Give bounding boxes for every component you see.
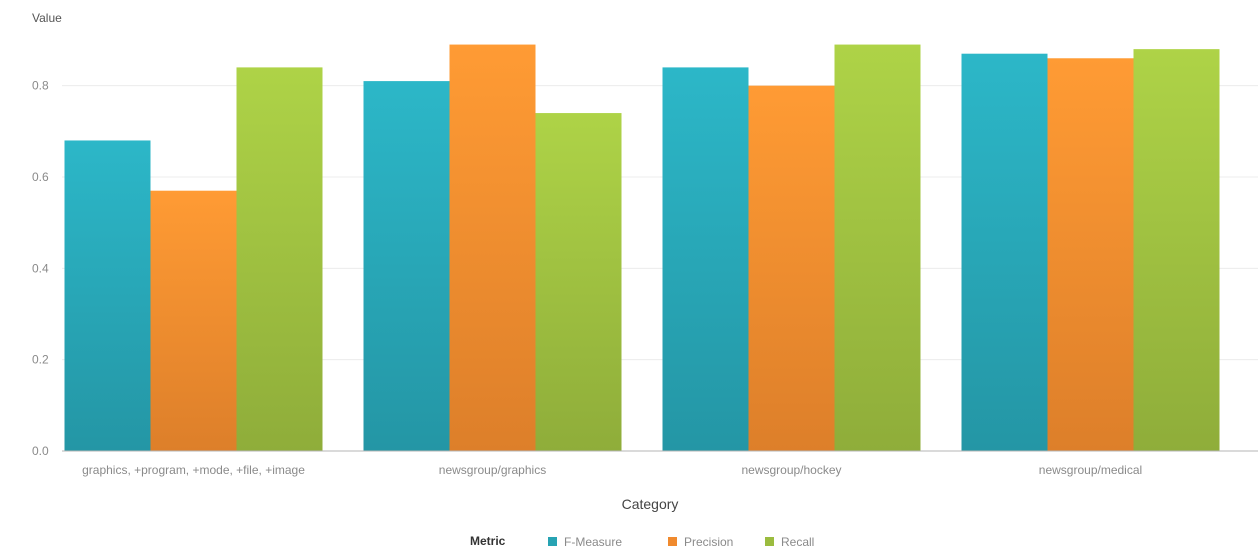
x-tick-label: graphics, +program, +mode, +file, +image	[82, 463, 305, 477]
y-tick-label: 0.0	[32, 444, 49, 458]
x-axis-ticks: graphics, +program, +mode, +file, +image…	[82, 463, 1142, 477]
y-tick-label: 0.2	[32, 353, 49, 367]
legend-swatch-f-measure	[548, 537, 557, 546]
bar-f-measure-1	[64, 140, 151, 451]
y-tick-label: 0.6	[32, 170, 49, 184]
bar-recall-3	[834, 44, 921, 452]
bar-precision-4	[1047, 58, 1134, 452]
bar-precision-1	[150, 190, 237, 451]
y-axis-ticks: 0.0 0.2 0.4 0.6 0.8	[32, 79, 49, 458]
bar-f-measure-3	[662, 67, 749, 452]
legend: Metric F-Measure Precision Recall	[470, 534, 814, 549]
legend-label-recall: Recall	[781, 535, 814, 549]
x-tick-label: newsgroup/graphics	[439, 463, 546, 477]
y-tick-label: 0.4	[32, 261, 49, 275]
legend-swatch-precision	[668, 537, 677, 546]
bar-f-measure-4	[961, 53, 1048, 451]
y-tick-label: 0.8	[32, 79, 49, 93]
x-axis-title: Category	[622, 496, 679, 512]
legend-title: Metric	[470, 534, 506, 548]
bar-recall-2	[535, 113, 622, 452]
legend-label-precision: Precision	[684, 535, 733, 549]
bar-precision-3	[748, 85, 835, 452]
legend-label-f-measure: F-Measure	[564, 535, 622, 549]
bar-recall-4	[1133, 49, 1220, 452]
bar-f-measure-2	[363, 81, 450, 451]
bar-recall-1	[236, 67, 323, 452]
y-axis-title: Value	[32, 11, 62, 25]
legend-swatch-recall	[765, 537, 774, 546]
bars	[64, 44, 1220, 452]
x-tick-label: newsgroup/medical	[1039, 463, 1142, 477]
x-tick-label: newsgroup/hockey	[741, 463, 841, 477]
bar-precision-2	[449, 44, 536, 452]
